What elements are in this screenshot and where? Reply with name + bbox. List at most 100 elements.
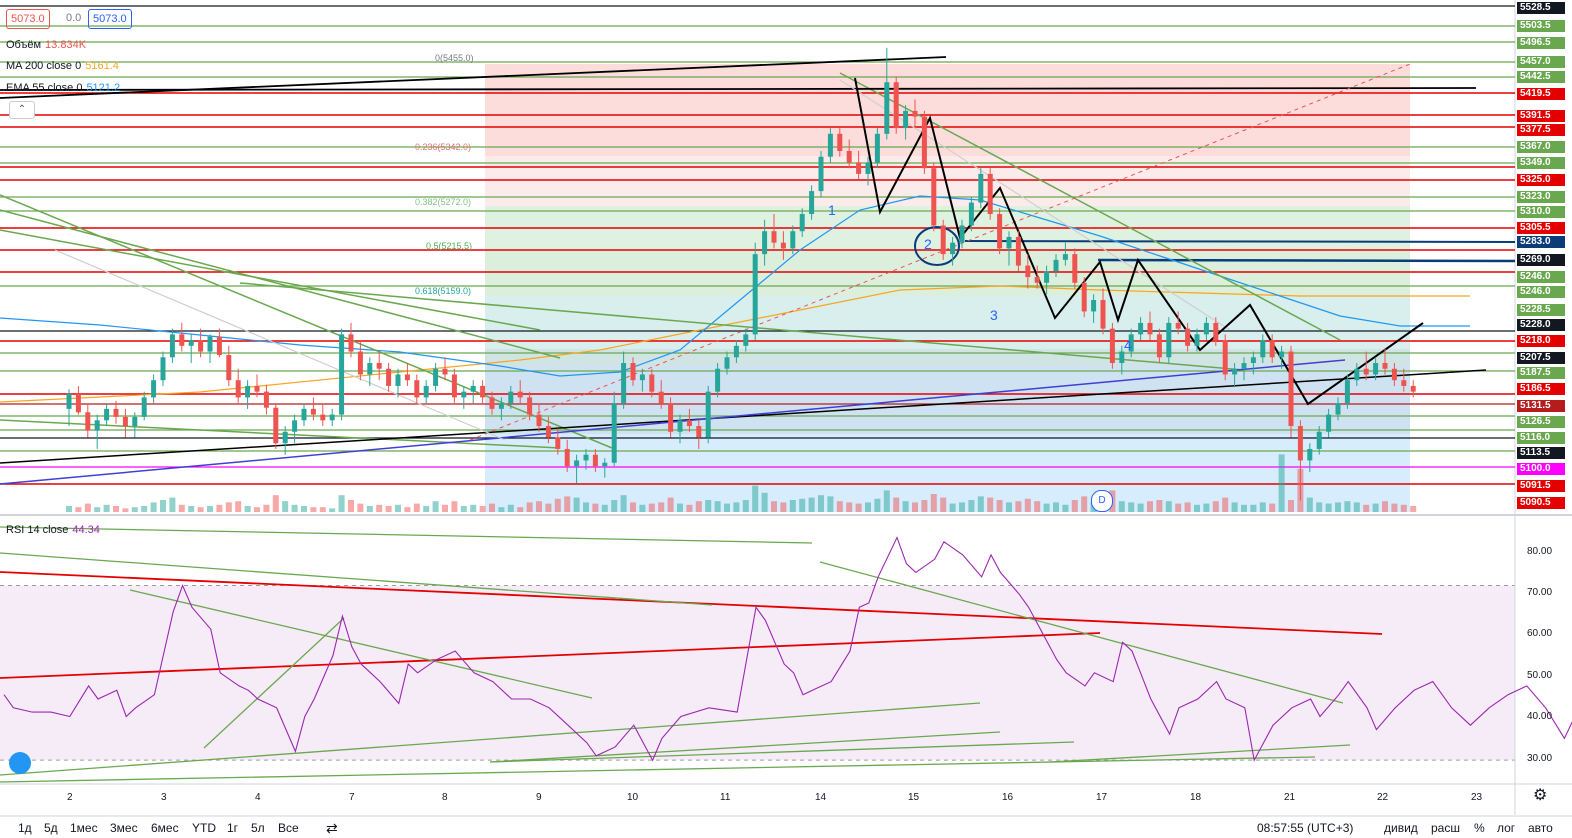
toggle-percent[interactable]: %: [1474, 821, 1485, 835]
candle-body: [433, 368, 439, 386]
price-tag: 5100.0: [1517, 463, 1565, 475]
range-5y[interactable]: 5л: [251, 821, 265, 835]
candle-body: [339, 334, 345, 415]
candle-body: [555, 437, 561, 449]
gear-icon[interactable]: ⚙: [1533, 787, 1548, 804]
volume-bar: [423, 506, 430, 512]
candle-body: [1373, 363, 1379, 375]
volume-bar: [620, 495, 627, 512]
volume-bar: [949, 503, 956, 512]
volume-bar: [517, 507, 524, 512]
price-tag: 5391.5: [1517, 110, 1565, 122]
legend-ema55[interactable]: EMA 55 close 0 5121.2: [6, 81, 124, 95]
chevron-up-icon: ⌃: [17, 104, 27, 115]
price-tag: 5246.0: [1517, 286, 1565, 298]
candle-body: [1166, 322, 1172, 358]
volume-bar: [526, 502, 533, 512]
volume-bar: [366, 506, 373, 512]
legend-volume[interactable]: Объём 13.834K: [6, 38, 90, 52]
volume-bar: [601, 504, 608, 512]
legend-rsi[interactable]: RSI 14 close 44.34: [6, 523, 104, 537]
toggle-log[interactable]: лог: [1497, 821, 1516, 835]
date-range-icon[interactable]: ⇄: [326, 820, 338, 836]
volume-bar: [1165, 501, 1172, 512]
volume-bar: [733, 502, 740, 512]
volume-bar: [799, 498, 806, 512]
volume-bar: [940, 497, 947, 512]
price-tag: 5246.0: [1517, 271, 1565, 283]
collapse-legend-button[interactable]: ⌃: [9, 101, 35, 119]
range-1y[interactable]: 1г: [227, 821, 239, 835]
price-box-ask[interactable]: 5073.0: [88, 9, 132, 29]
volume-bar: [1325, 503, 1332, 512]
volume-bar: [348, 500, 354, 512]
range-1d[interactable]: 1д: [18, 821, 32, 835]
candle-body: [104, 408, 110, 421]
toggle-auto[interactable]: авто: [1528, 821, 1553, 835]
toggle-extended[interactable]: расш: [1431, 821, 1460, 835]
volume-bar: [432, 501, 439, 512]
range-1m[interactable]: 1мес: [70, 821, 98, 835]
volume-bar: [1400, 504, 1407, 512]
candle-body: [1335, 403, 1341, 415]
volume-bar: [930, 494, 937, 512]
range-ytd[interactable]: YTD: [192, 821, 216, 835]
wave-label-3[interactable]: 3: [990, 307, 998, 323]
rsi-trend-green: [489, 731, 1001, 763]
wave-label-1[interactable]: 1: [828, 202, 836, 218]
price-tag: 5503.5: [1517, 20, 1565, 32]
candle-body: [724, 357, 730, 369]
candle-body: [310, 408, 316, 415]
volume-bar: [319, 507, 326, 512]
wave-label-2[interactable]: 2: [924, 236, 932, 252]
volume-bar: [1137, 503, 1144, 512]
range-3m[interactable]: 3мес: [110, 821, 138, 835]
candle-body: [414, 380, 420, 398]
volume-bar: [301, 506, 307, 512]
price-tag: 5419.5: [1517, 88, 1565, 100]
candle-body: [282, 431, 288, 444]
candle-body: [1203, 322, 1209, 335]
volume-bar: [507, 504, 514, 512]
volume-bar: [254, 507, 260, 512]
range-5d[interactable]: 5д: [44, 821, 58, 835]
wave-label-4[interactable]: 4: [1124, 337, 1132, 353]
candle-body: [1128, 334, 1134, 352]
candle-body: [931, 168, 937, 226]
volume-bar: [1071, 500, 1078, 512]
candle-body: [1006, 236, 1012, 249]
candle-body: [329, 414, 335, 421]
candle-body: [536, 414, 542, 427]
candle-body: [912, 110, 918, 117]
rsi-trend-green: [1049, 744, 1351, 763]
candle-body: [245, 385, 251, 398]
x-tick: 11: [720, 792, 731, 803]
volume-bar: [705, 500, 712, 512]
rsi-line: [3, 536, 1572, 762]
price-tag: 5325.0: [1517, 174, 1565, 186]
volume-bar: [724, 503, 730, 512]
range-6m[interactable]: 6мес: [151, 821, 179, 835]
candle-body: [367, 363, 373, 375]
clock-time[interactable]: 08:57:55 (UTC+3): [1257, 821, 1354, 835]
volume-bar: [648, 503, 655, 512]
candle-body: [715, 368, 721, 392]
price-box-bid[interactable]: 5073.0: [6, 9, 50, 29]
range-all[interactable]: Все: [278, 821, 299, 835]
legend-ma200[interactable]: MA 200 close 0 5161.4: [6, 59, 123, 73]
volume-bar: [677, 503, 683, 512]
volume-bar: [1382, 501, 1388, 512]
volume-bar: [413, 503, 420, 512]
candle-body: [780, 242, 786, 249]
toggle-dividends[interactable]: дивид: [1384, 821, 1418, 835]
volume-bar: [451, 501, 458, 512]
volume-bar: [1034, 501, 1041, 512]
dividend-marker-icon[interactable]: D: [1091, 490, 1113, 512]
volume-bar: [883, 490, 890, 512]
candle-body: [151, 380, 157, 398]
candle-body: [1222, 340, 1228, 375]
rsi-trend-green: [819, 561, 1344, 704]
price-tag: 5116.0: [1517, 432, 1565, 444]
candle-body: [1072, 254, 1078, 283]
